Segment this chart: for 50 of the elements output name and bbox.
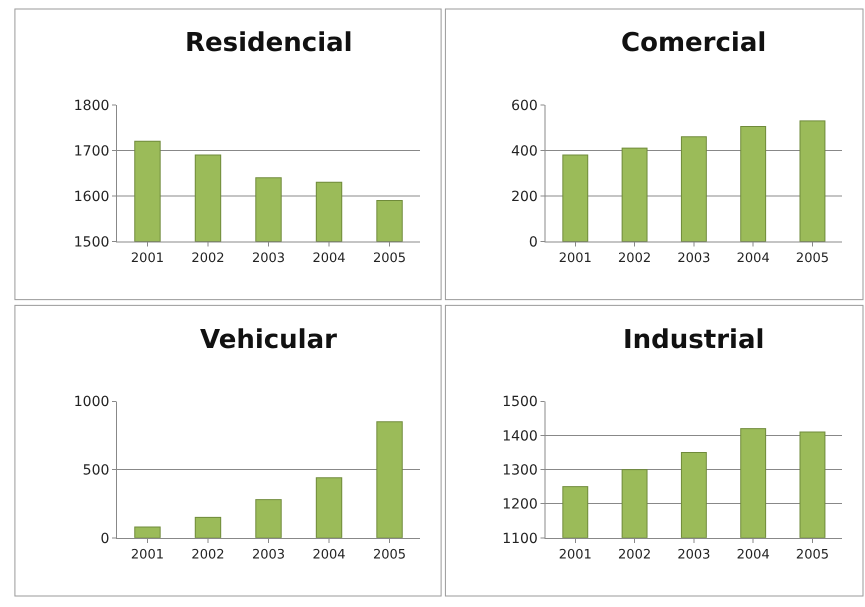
x-tick-label: 2002 bbox=[191, 251, 225, 266]
bar bbox=[740, 126, 766, 242]
x-tick-label: 2002 bbox=[618, 251, 652, 266]
chart-title: Residencial bbox=[185, 28, 353, 58]
x-tick-label: 2003 bbox=[252, 251, 286, 266]
x-tick-label: 2005 bbox=[372, 547, 406, 562]
y-tick-label: 0 bbox=[100, 530, 110, 547]
y-tick-label: 1700 bbox=[74, 143, 110, 160]
y-tick-label: 400 bbox=[511, 143, 538, 160]
bar bbox=[316, 477, 342, 538]
x-tick-label: 2001 bbox=[130, 251, 164, 266]
y-tick-label: 1800 bbox=[74, 98, 110, 114]
x-tick-label: 2005 bbox=[372, 251, 406, 266]
x-tick-label: 2004 bbox=[736, 547, 770, 562]
y-tick-label: 600 bbox=[511, 98, 538, 114]
bar bbox=[680, 136, 707, 242]
y-tick-label: 1500 bbox=[74, 234, 110, 250]
bar bbox=[255, 499, 282, 538]
bar bbox=[376, 421, 403, 538]
x-tick-label: 2002 bbox=[191, 547, 225, 562]
x-tick-label: 2005 bbox=[796, 251, 830, 266]
x-tick-label: 2003 bbox=[677, 251, 710, 266]
x-tick-label: 2001 bbox=[558, 547, 592, 562]
bar bbox=[194, 516, 222, 538]
bar bbox=[622, 148, 648, 242]
bar bbox=[800, 120, 826, 242]
x-tick-label: 2001 bbox=[130, 547, 164, 562]
x-tick-label: 2005 bbox=[796, 547, 830, 562]
x-tick-label: 2004 bbox=[312, 547, 346, 562]
x-tick-label: 2003 bbox=[677, 547, 710, 562]
x-tick-label: 2004 bbox=[736, 251, 770, 266]
chart-title: Industrial bbox=[623, 325, 764, 355]
y-tick-label: 1600 bbox=[74, 188, 110, 205]
y-tick-label: 1300 bbox=[502, 462, 538, 478]
y-tick-label: 1200 bbox=[502, 496, 538, 513]
bar bbox=[562, 154, 588, 242]
y-tick-label: 1400 bbox=[502, 428, 538, 444]
y-tick-label: 1500 bbox=[502, 394, 538, 410]
y-tick-label: 200 bbox=[511, 188, 538, 205]
y-tick-label: 500 bbox=[82, 462, 110, 478]
y-tick-label: 1000 bbox=[74, 394, 110, 410]
x-tick-label: 2004 bbox=[312, 251, 346, 266]
bar bbox=[134, 526, 161, 538]
y-tick-label: 0 bbox=[528, 234, 538, 250]
x-tick-label: 2001 bbox=[558, 251, 592, 266]
x-tick-label: 2002 bbox=[618, 547, 652, 562]
y-tick-label: 1100 bbox=[502, 530, 538, 547]
x-tick-label: 2003 bbox=[252, 547, 286, 562]
chart-title: Comercial bbox=[621, 28, 766, 58]
chart-title: Vehicular bbox=[200, 325, 338, 355]
